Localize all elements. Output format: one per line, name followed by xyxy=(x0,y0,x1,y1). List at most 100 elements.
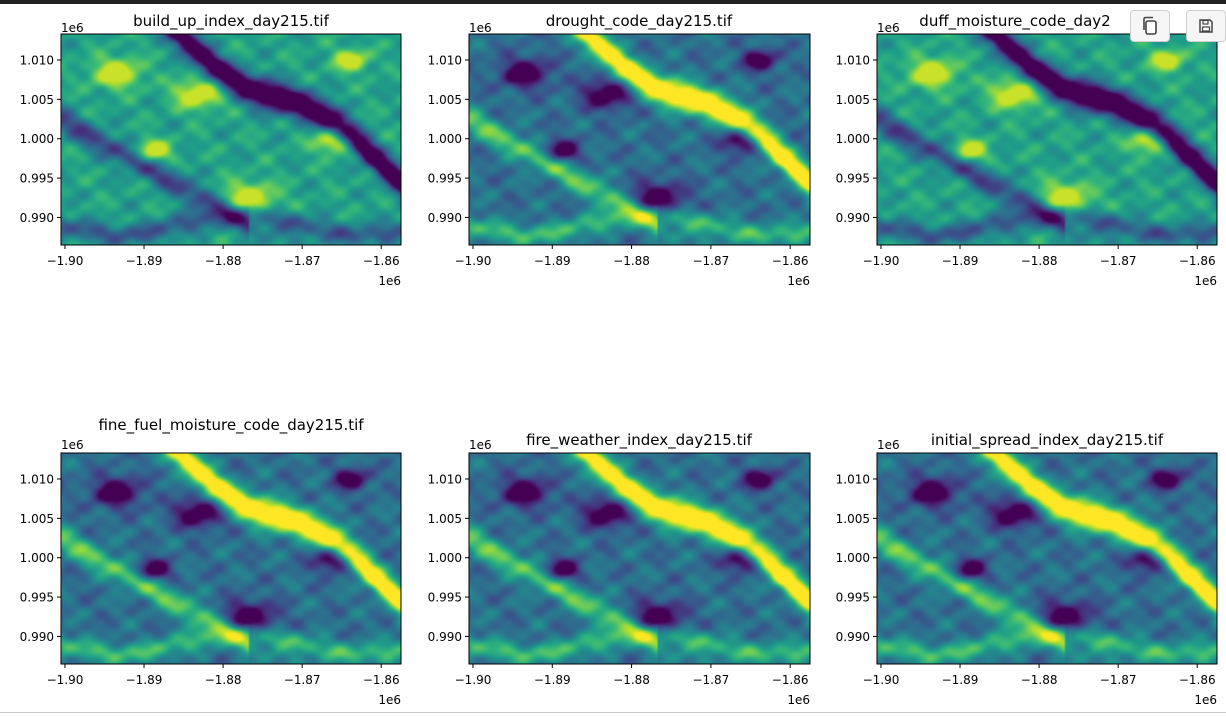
x-tick-label: −1.88 xyxy=(613,254,650,268)
heatmap-image xyxy=(469,453,810,664)
x-tick-label: −1.86 xyxy=(772,254,809,268)
y-tick-label: 1.000 xyxy=(428,551,462,565)
heatmap-image xyxy=(61,34,401,245)
y-tick-label: 1.005 xyxy=(428,512,462,526)
subplot-title: fine_fuel_moisture_code_day215.tif xyxy=(98,416,364,435)
axes-frame xyxy=(468,452,811,665)
x-offset-label: 1e6 xyxy=(787,693,810,707)
y-tick-label: 0.995 xyxy=(20,591,54,605)
y-tick-label: 0.990 xyxy=(20,630,54,644)
subplot-title: fire_weather_index_day215.tif xyxy=(526,431,753,450)
y-offset-label: 1e6 xyxy=(61,438,84,452)
y-tick-label: 1.000 xyxy=(836,132,870,146)
heatmap-image xyxy=(469,34,810,245)
heatmap-image xyxy=(61,453,401,664)
x-tick-label: −1.86 xyxy=(772,673,809,687)
axes-frame xyxy=(876,33,1218,246)
x-tick-label: −1.89 xyxy=(942,673,979,687)
subplot-5: fire_weather_index_day215.tif 1e6 1e6 −1.90… xyxy=(428,431,811,707)
y-tick-label: 1.005 xyxy=(836,512,870,526)
y-tick-label: 1.005 xyxy=(836,93,870,107)
y-tick-label: 0.995 xyxy=(428,591,462,605)
subplot-title: build_up_index_day215.tif xyxy=(133,12,329,31)
x-tick-label: −1.87 xyxy=(1100,254,1137,268)
x-tick-label: −1.88 xyxy=(1021,254,1058,268)
x-tick-label: −1.89 xyxy=(126,254,163,268)
y-tick-label: 1.005 xyxy=(428,93,462,107)
y-tick-label: 1.000 xyxy=(20,132,54,146)
y-tick-label: 0.990 xyxy=(836,630,870,644)
x-tick-label: −1.88 xyxy=(1021,673,1058,687)
y-tick-label: 1.010 xyxy=(836,472,870,486)
x-offset-label: 1e6 xyxy=(1194,693,1217,707)
subplot-6: initial_spread_index_day215.tif 1e6 1e6 −1.… xyxy=(836,431,1218,707)
x-tick-label: −1.90 xyxy=(47,254,84,268)
x-offset-label: 1e6 xyxy=(378,274,401,288)
axes-frame xyxy=(60,452,402,665)
y-tick-label: 0.990 xyxy=(20,211,54,225)
y-tick-label: 1.000 xyxy=(20,551,54,565)
axes-frame xyxy=(468,33,811,246)
y-tick-label: 0.990 xyxy=(428,211,462,225)
heatmap-image xyxy=(877,34,1217,245)
x-tick-label: −1.88 xyxy=(205,673,242,687)
y-tick-label: 0.995 xyxy=(428,172,462,186)
x-tick-label: −1.90 xyxy=(47,673,84,687)
y-offset-label: 1e6 xyxy=(877,21,900,35)
heatmap-image xyxy=(877,453,1217,664)
x-offset-label: 1e6 xyxy=(787,274,810,288)
x-tick-label: −1.87 xyxy=(284,673,321,687)
y-tick-label: 1.010 xyxy=(428,53,462,67)
y-tick-label: 1.010 xyxy=(836,53,870,67)
subplot-4: fine_fuel_moisture_code_day215.tif 1e6 1e6… xyxy=(20,416,402,707)
y-tick-label: 1.005 xyxy=(20,93,54,107)
y-tick-label: 1.000 xyxy=(428,132,462,146)
x-offset-label: 1e6 xyxy=(378,693,401,707)
y-tick-label: 1.010 xyxy=(20,472,54,486)
y-tick-label: 1.010 xyxy=(428,472,462,486)
save-button[interactable] xyxy=(1186,10,1226,42)
axes-frame xyxy=(60,33,402,246)
subplot-title: initial_spread_index_day215.tif xyxy=(931,431,1164,450)
x-tick-label: −1.87 xyxy=(284,254,321,268)
subplot-1: build_up_index_day215.tif 1e6 1e6 −1.90 −1.8… xyxy=(20,12,402,288)
y-offset-label: 1e6 xyxy=(469,438,492,452)
x-tick-label: −1.90 xyxy=(863,254,900,268)
x-tick-label: −1.88 xyxy=(205,254,242,268)
x-tick-label: −1.87 xyxy=(1100,673,1137,687)
x-tick-label: −1.89 xyxy=(942,254,979,268)
x-tick-label: −1.89 xyxy=(126,673,163,687)
x-tick-label: −1.88 xyxy=(613,673,650,687)
y-tick-label: 1.000 xyxy=(836,551,870,565)
x-tick-label: −1.86 xyxy=(1179,254,1216,268)
y-offset-label: 1e6 xyxy=(61,21,84,35)
subplot-title: drought_code_day215.tif xyxy=(546,12,733,31)
output-divider xyxy=(0,712,1226,713)
x-tick-label: −1.90 xyxy=(863,673,900,687)
top-border xyxy=(0,0,1226,4)
y-tick-label: 1.005 xyxy=(20,512,54,526)
x-tick-label: −1.90 xyxy=(455,254,492,268)
x-tick-label: −1.90 xyxy=(455,673,492,687)
y-tick-label: 1.010 xyxy=(20,53,54,67)
x-tick-label: −1.87 xyxy=(692,254,729,268)
x-tick-label: −1.89 xyxy=(534,673,571,687)
y-tick-label: 0.990 xyxy=(836,211,870,225)
x-tick-label: −1.86 xyxy=(363,254,400,268)
axes-frame xyxy=(876,452,1218,665)
y-offset-label: 1e6 xyxy=(469,21,492,35)
y-tick-label: 0.995 xyxy=(836,172,870,186)
copy-button[interactable] xyxy=(1130,10,1170,42)
subplot-title: duff_moisture_code_day2 xyxy=(919,12,1110,31)
copy-icon xyxy=(1141,16,1159,36)
y-tick-label: 0.990 xyxy=(428,630,462,644)
x-offset-label: 1e6 xyxy=(1194,274,1217,288)
y-tick-label: 0.995 xyxy=(20,172,54,186)
x-tick-label: −1.86 xyxy=(363,673,400,687)
subplot-2: drought_code_day215.tif 1e6 1e6 −1.90 −1.89 −… xyxy=(428,12,811,288)
y-offset-label: 1e6 xyxy=(877,438,900,452)
x-tick-label: −1.86 xyxy=(1179,673,1216,687)
x-tick-label: −1.87 xyxy=(692,673,729,687)
subplot-3: duff_moisture_code_day2 1e6 1e6 −1.90 −1.89 −… xyxy=(836,12,1218,288)
